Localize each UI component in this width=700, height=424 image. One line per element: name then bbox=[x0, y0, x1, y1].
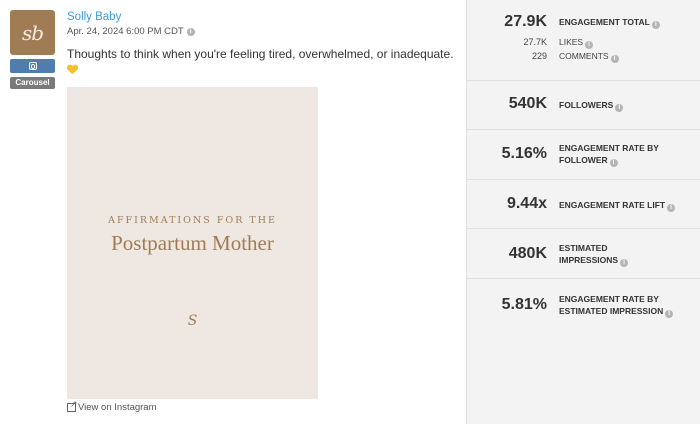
comments-value: 229 bbox=[531, 51, 547, 61]
info-icon[interactable]: i bbox=[585, 41, 594, 49]
estimated-impressions-label-text: ESTIMATED IMPRESSIONS bbox=[559, 243, 619, 265]
estimated-impressions-label: ESTIMATED IMPRESSIONS i bbox=[559, 242, 639, 267]
media-logo-mark: S bbox=[187, 313, 198, 329]
post-meta: Solly Baby Apr. 24, 2024 6:00 PM CDT i bbox=[67, 10, 195, 37]
info-icon[interactable]: i bbox=[667, 204, 676, 212]
comments-label: COMMENTS i bbox=[559, 51, 619, 63]
engagement-total-label: ENGAGEMENT TOTAL i bbox=[559, 16, 694, 29]
post-media-image[interactable]: AFFIRMATIONS FOR THE Postpartum Mother S bbox=[67, 87, 318, 399]
engagement-rate-impression-label: ENGAGEMENT RATE BY ESTIMATED IMPRESSION i bbox=[559, 293, 691, 318]
post-card: sb Carousel Solly Baby Apr. 24, 2024 6:0… bbox=[0, 0, 466, 424]
instagram-badge bbox=[10, 59, 55, 73]
post-type-badge: Carousel bbox=[10, 77, 55, 89]
stat-estimated-impressions: 480K ESTIMATED IMPRESSIONS i bbox=[467, 229, 700, 279]
info-icon[interactable]: i bbox=[665, 310, 674, 318]
avatar-logo: sb bbox=[21, 20, 44, 45]
stat-engagement-rate-follower: 5.16% ENGAGEMENT RATE BY FOLLOWER i bbox=[467, 130, 700, 180]
followers-value: 540K bbox=[508, 95, 547, 112]
info-icon[interactable]: i bbox=[609, 159, 618, 167]
media-kicker-text: AFFIRMATIONS FOR THE bbox=[108, 215, 277, 226]
followers-label-text: FOLLOWERS bbox=[559, 100, 614, 110]
stat-engagement-total: 27.9K ENGAGEMENT TOTAL i 27.7K LIKES i 229… bbox=[467, 0, 700, 81]
likes-label-text: LIKES bbox=[559, 37, 584, 47]
stats-panel: 27.9K ENGAGEMENT TOTAL i 27.7K LIKES i 229… bbox=[466, 0, 700, 424]
engagement-total-label-text: ENGAGEMENT TOTAL bbox=[559, 17, 650, 27]
engagement-rate-follower-label: ENGAGEMENT RATE BY FOLLOWER i bbox=[559, 142, 677, 167]
info-icon[interactable]: i bbox=[615, 104, 624, 112]
date-row: Apr. 24, 2024 6:00 PM CDT i bbox=[67, 26, 195, 37]
stat-engagement-rate-impression: 5.81% ENGAGEMENT RATE BY ESTIMATED IMPRE… bbox=[467, 279, 700, 330]
estimated-impressions-value: 480K bbox=[508, 245, 547, 262]
likes-value: 27.7K bbox=[523, 37, 547, 47]
author-link[interactable]: Solly Baby bbox=[67, 11, 122, 23]
instagram-icon bbox=[28, 62, 37, 70]
yellow-heart-icon bbox=[67, 65, 78, 75]
stat-engagement-rate-lift: 9.44x ENGAGEMENT RATE LIFT i bbox=[467, 180, 700, 229]
post-date: Apr. 24, 2024 6:00 PM CDT bbox=[67, 26, 184, 37]
media-title-text: Postpartum Mother bbox=[111, 231, 274, 255]
caption-text: Thoughts to think when you're feeling ti… bbox=[67, 47, 454, 61]
info-icon[interactable]: i bbox=[651, 21, 660, 29]
info-icon[interactable]: i bbox=[186, 27, 195, 36]
view-on-instagram-link[interactable]: View on Instagram bbox=[67, 399, 157, 413]
engagement-rate-lift-label: ENGAGEMENT RATE LIFT i bbox=[559, 199, 694, 212]
stat-followers: 540K FOLLOWERS i bbox=[467, 81, 700, 130]
engagement-rate-follower-label-text: ENGAGEMENT RATE BY FOLLOWER bbox=[559, 143, 659, 165]
comments-label-text: COMMENTS bbox=[559, 51, 609, 61]
external-link-icon bbox=[67, 399, 78, 412]
engagement-rate-impression-label-text: ENGAGEMENT RATE BY ESTIMATED IMPRESSION bbox=[559, 294, 664, 316]
engagement-total-value: 27.9K bbox=[504, 13, 547, 30]
avatar-column: sb Carousel bbox=[10, 10, 55, 89]
engagement-rate-lift-label-text: ENGAGEMENT RATE LIFT bbox=[559, 200, 666, 210]
followers-label: FOLLOWERS i bbox=[559, 99, 694, 112]
info-icon[interactable]: i bbox=[610, 55, 619, 63]
view-link-label: View on Instagram bbox=[78, 402, 157, 413]
post-caption: Thoughts to think when you're feeling ti… bbox=[67, 47, 457, 75]
engagement-rate-lift-value: 9.44x bbox=[506, 195, 547, 212]
info-icon[interactable]: i bbox=[620, 259, 629, 267]
avatar[interactable]: sb bbox=[10, 10, 55, 55]
engagement-rate-impression-value: 5.81% bbox=[501, 296, 547, 313]
engagement-rate-follower-value: 5.16% bbox=[501, 145, 547, 162]
likes-label: LIKES i bbox=[559, 37, 594, 49]
